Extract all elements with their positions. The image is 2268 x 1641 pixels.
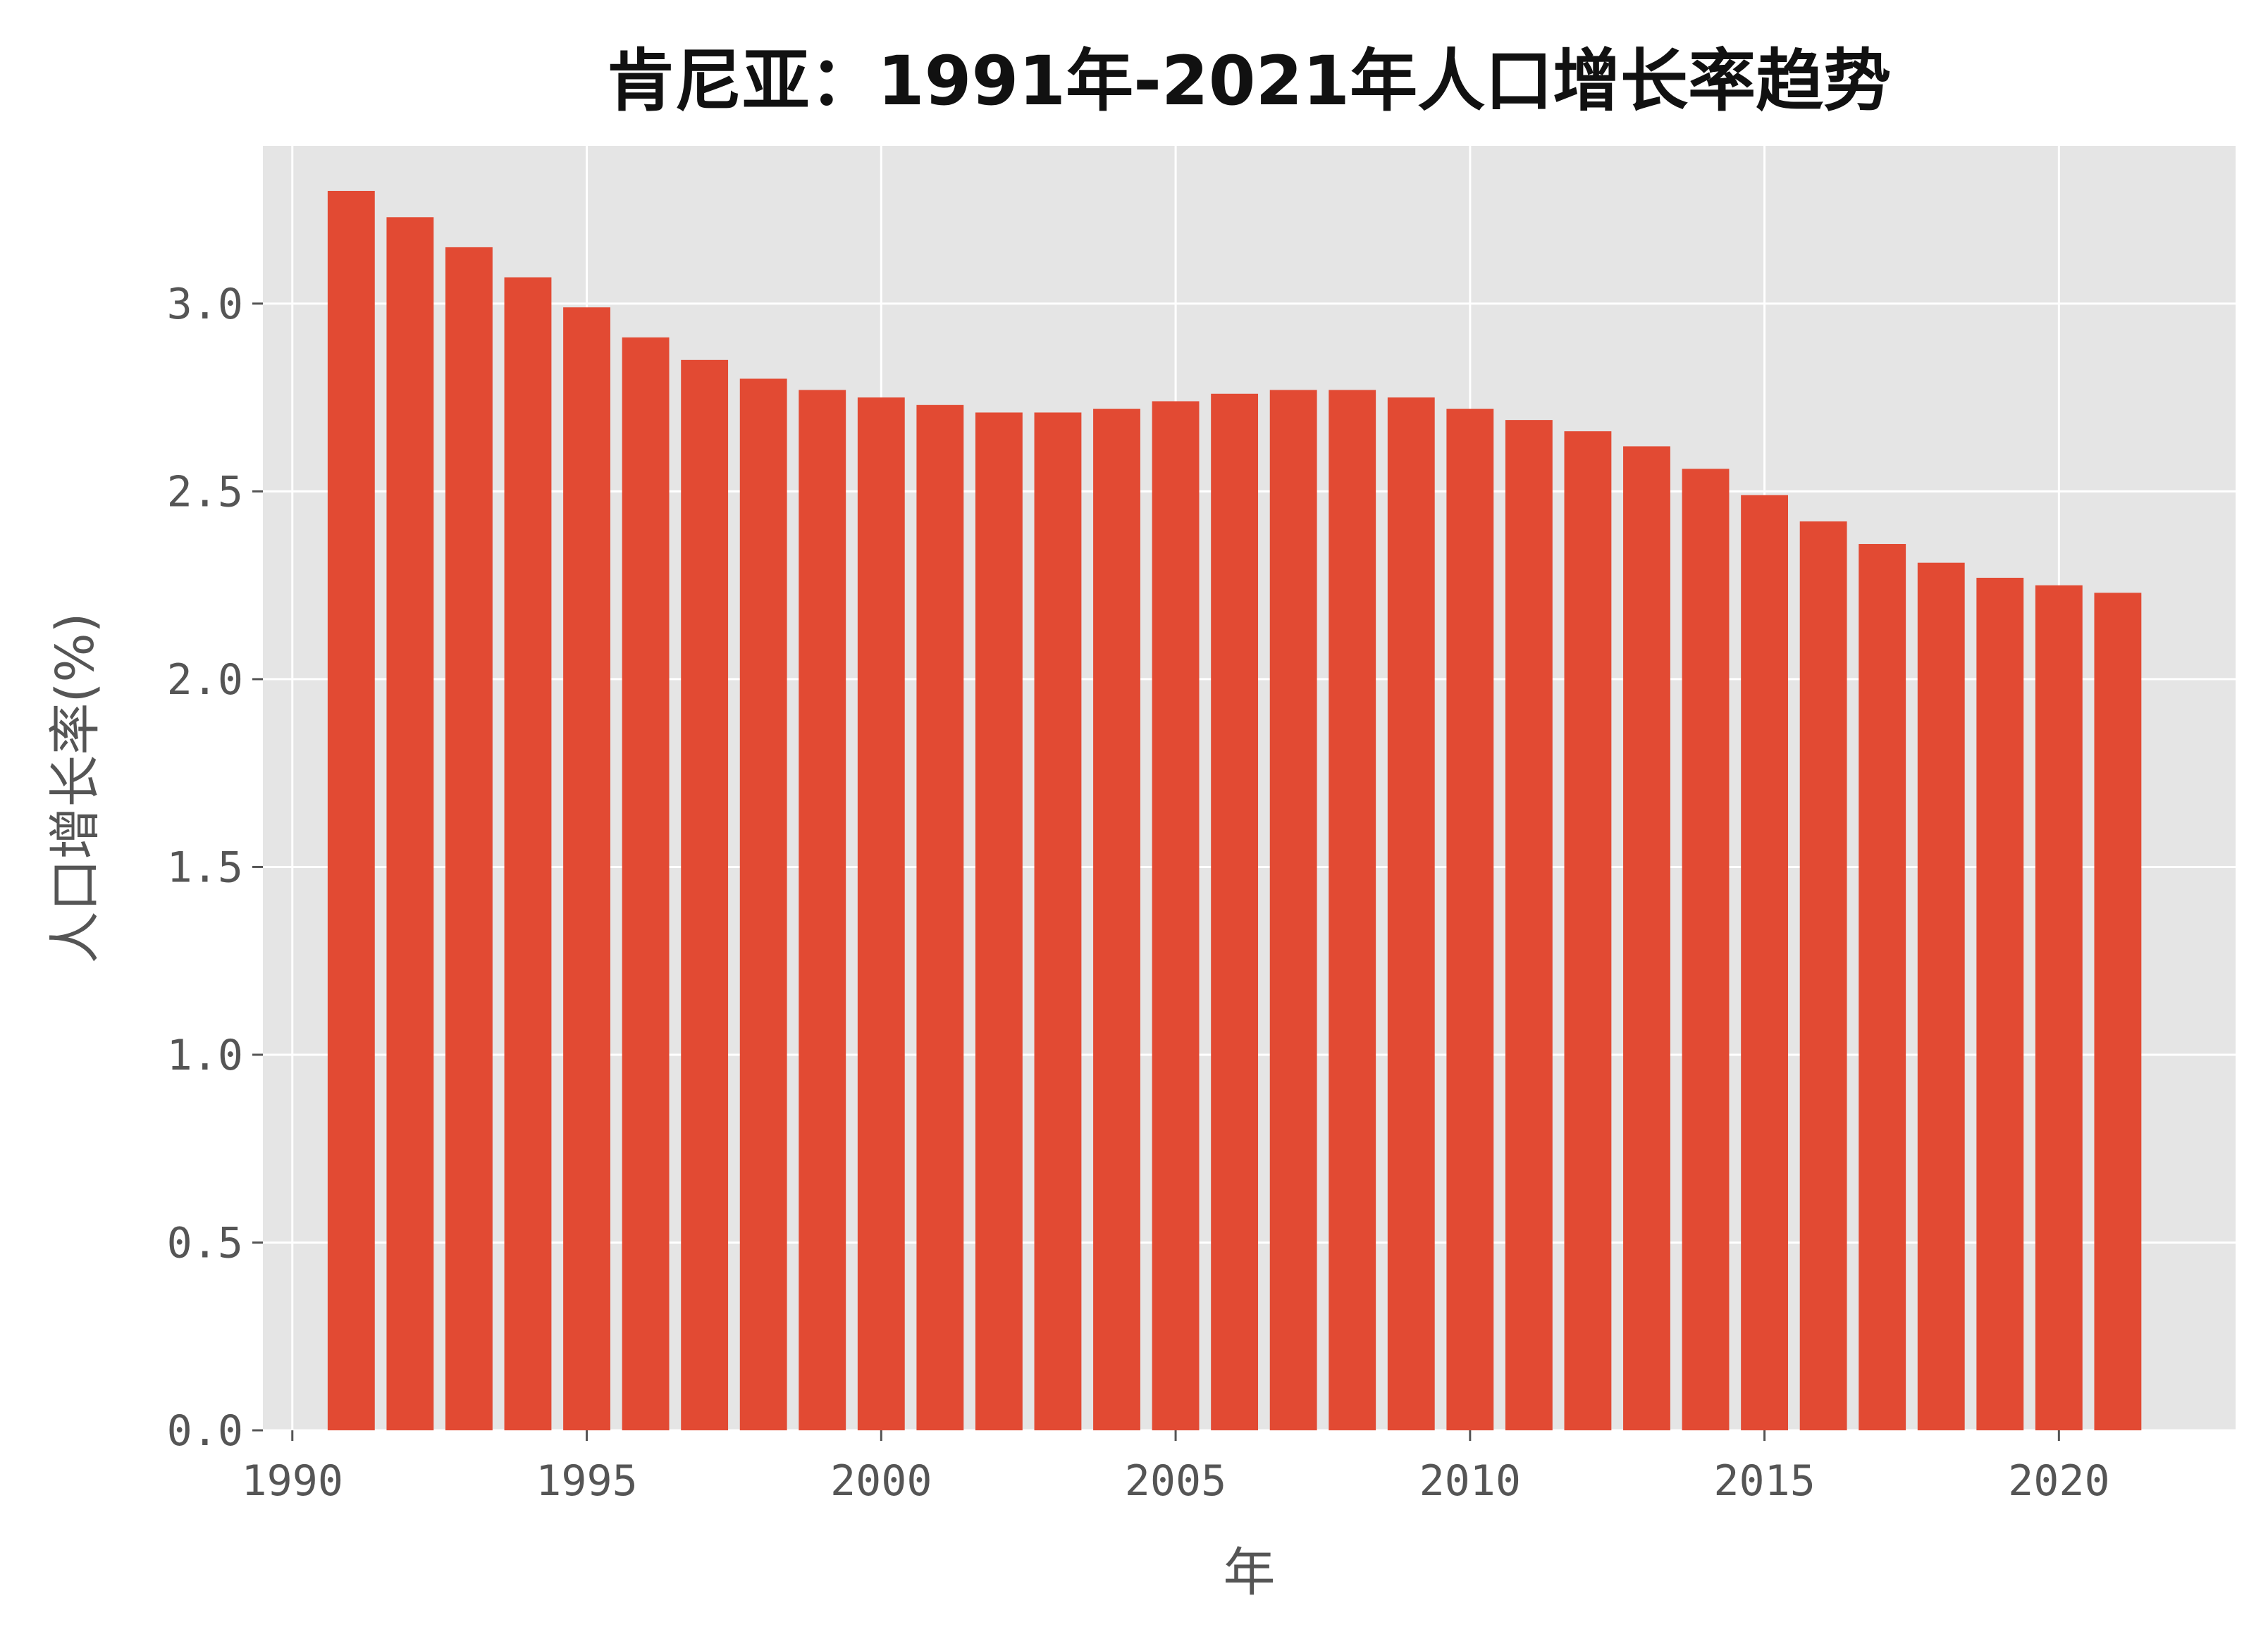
bar-2019 bbox=[1976, 577, 2024, 1430]
bar-2011 bbox=[1505, 420, 1553, 1430]
x-axis-ticks: 1990 1995 2000 2005 2010 2015 2020 bbox=[242, 1430, 2110, 1506]
bar-2004 bbox=[1093, 409, 1140, 1430]
bar-1994 bbox=[504, 277, 552, 1430]
bars bbox=[327, 190, 2142, 1431]
x-tick-label: 2010 bbox=[1419, 1456, 1522, 1506]
bar-2015 bbox=[1741, 495, 1789, 1431]
bar-2001 bbox=[916, 404, 964, 1430]
y-tick-label: 1.0 bbox=[167, 1031, 243, 1080]
chart-title: 肯尼亚：1991年-2021年人口增长率趋势 bbox=[607, 42, 1891, 120]
bar-1995 bbox=[563, 307, 610, 1430]
bar-1998 bbox=[739, 378, 787, 1430]
bar-2010 bbox=[1446, 409, 1494, 1430]
bar-1992 bbox=[386, 217, 434, 1430]
bar-2000 bbox=[857, 397, 905, 1430]
x-tick-label: 2000 bbox=[830, 1456, 932, 1506]
bar-2012 bbox=[1564, 431, 1612, 1430]
bar-1997 bbox=[681, 359, 729, 1430]
bar-1999 bbox=[799, 390, 846, 1431]
bar-2009 bbox=[1387, 397, 1435, 1430]
bar-2006 bbox=[1211, 393, 1259, 1430]
bar-2020 bbox=[2035, 585, 2083, 1430]
bar-1996 bbox=[622, 337, 670, 1431]
bar-2007 bbox=[1269, 390, 1317, 1431]
bar-2002 bbox=[975, 412, 1023, 1431]
bar-2013 bbox=[1623, 446, 1670, 1430]
x-tick-label: 1995 bbox=[536, 1456, 638, 1506]
bar-2014 bbox=[1682, 469, 1730, 1430]
bar-2017 bbox=[1859, 544, 1906, 1430]
bar-2003 bbox=[1034, 412, 1082, 1431]
bar-2005 bbox=[1152, 401, 1200, 1431]
y-tick-label: 0.0 bbox=[167, 1406, 243, 1456]
bar-2016 bbox=[1799, 521, 1847, 1430]
y-tick-label: 0.5 bbox=[167, 1218, 243, 1268]
x-tick-label: 2005 bbox=[1125, 1456, 1227, 1506]
x-tick-label: 2020 bbox=[2008, 1456, 2110, 1506]
bar-1993 bbox=[445, 247, 493, 1431]
y-tick-label: 2.0 bbox=[167, 655, 243, 705]
bar-1991 bbox=[327, 190, 375, 1431]
y-tick-label: 1.5 bbox=[167, 843, 243, 892]
y-tick-label: 2.5 bbox=[167, 467, 243, 516]
y-axis-label: 人口增长率(%) bbox=[45, 612, 106, 963]
bar-2018 bbox=[1917, 562, 1965, 1430]
y-axis-ticks: 0.0 0.5 1.0 1.5 2.0 2.5 3.0 bbox=[167, 280, 263, 1456]
x-tick-label: 2015 bbox=[1713, 1456, 1816, 1506]
bar-2008 bbox=[1329, 390, 1376, 1431]
x-tick-label: 1990 bbox=[242, 1456, 344, 1506]
bar-2021 bbox=[2094, 593, 2142, 1430]
x-axis-label: 年 bbox=[1224, 1542, 1276, 1603]
y-tick-label: 3.0 bbox=[167, 280, 243, 329]
